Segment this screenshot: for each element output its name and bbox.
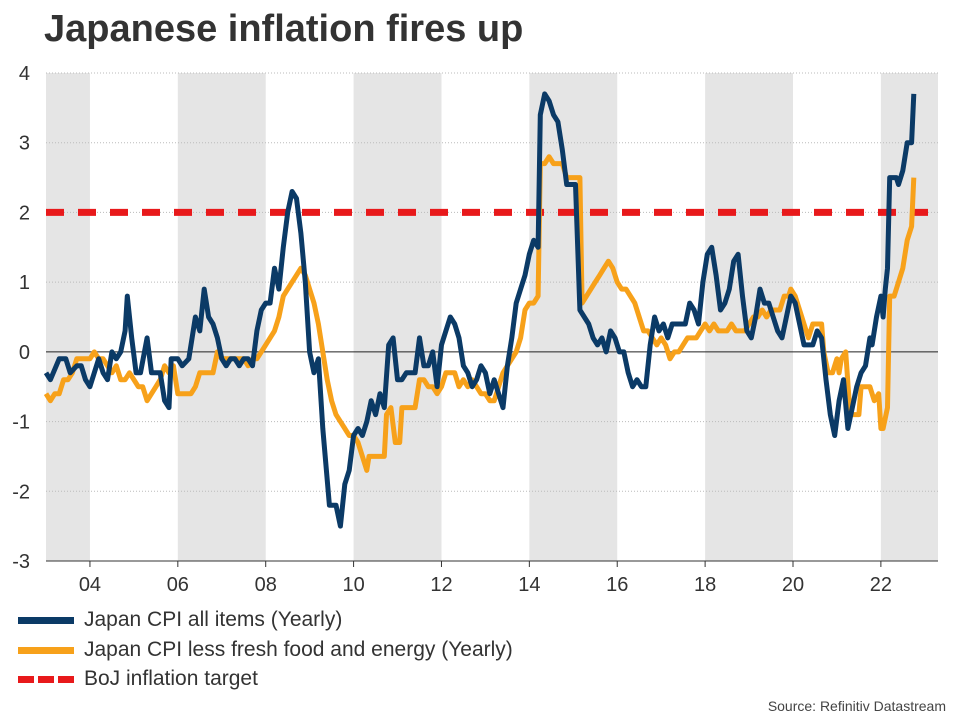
x-tick-label: 20: [782, 574, 804, 596]
x-tick-label: 08: [255, 574, 277, 596]
legend-label-cpi-core: Japan CPI less fresh food and energy (Ye…: [84, 638, 513, 661]
shaded-band-2: [353, 73, 442, 561]
source-note: Source: Refinitiv Datastream: [767, 698, 946, 714]
chart-title: Japanese inflation fires up: [44, 8, 524, 50]
x-tick-label: 22: [870, 574, 892, 596]
series-layer: [43, 91, 938, 529]
y-tick-label: 3: [19, 133, 30, 155]
series-line-cpi-all: [43, 91, 917, 529]
y-tick-label: 4: [19, 63, 30, 85]
x-axis: 04 06 08 10 12 14 16 18 20 22: [79, 561, 892, 596]
shaded-band-1: [177, 73, 266, 561]
y-tick-label: -1: [12, 412, 30, 434]
legend-item-cpi-core: Japan CPI less fresh food and energy (Ye…: [18, 638, 513, 662]
legend-item-cpi-all: Japan CPI all items (Yearly): [18, 608, 342, 632]
shading-layer: [46, 73, 938, 561]
grid-layer: [46, 72, 938, 562]
y-tick-label: 0: [19, 342, 30, 364]
x-tick-label: 12: [430, 574, 452, 596]
x-tick-label: 16: [606, 574, 628, 596]
y-tick-label: -3: [12, 551, 30, 573]
series-line-cpi-core: [43, 154, 917, 473]
legend-swatch-cpi-core: [18, 646, 74, 654]
legend-swatch-boj-target: [18, 675, 74, 683]
x-tick-label: 18: [694, 574, 716, 596]
y-axis: 4 3 2 1 0 -1 -2 -3: [12, 63, 30, 573]
legend-label-boj-target: BoJ inflation target: [84, 667, 258, 690]
y-tick-label: 1: [19, 272, 30, 294]
y-tick-label: 2: [19, 202, 30, 224]
x-tick-label: 04: [79, 574, 101, 596]
shaded-band-0: [46, 73, 90, 561]
shaded-band-3: [529, 73, 618, 561]
x-tick-label: 10: [342, 574, 364, 596]
shaded-band-4: [705, 73, 793, 561]
legend-label-cpi-all: Japan CPI all items (Yearly): [84, 608, 343, 631]
legend-swatch-cpi-all: [18, 616, 74, 624]
y-tick-label: -2: [12, 481, 30, 503]
legend-item-boj-target: BoJ inflation target: [18, 667, 258, 691]
x-tick-label: 06: [167, 574, 189, 596]
x-tick-label: 14: [518, 574, 540, 596]
